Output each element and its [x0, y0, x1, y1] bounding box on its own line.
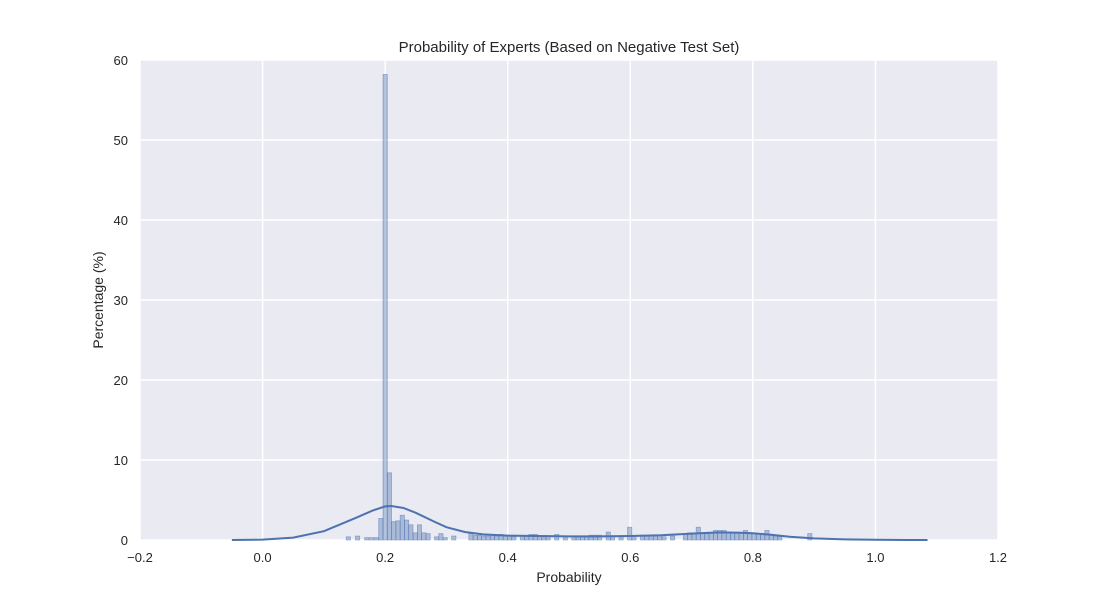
y-tick-label: 30	[114, 293, 128, 308]
histogram-bar	[378, 518, 384, 541]
y-tick-label: 20	[114, 373, 128, 388]
histogram-bar	[670, 535, 676, 541]
x-tick-label: −0.2	[127, 550, 153, 565]
histogram-bar	[364, 537, 370, 541]
histogram-bar	[416, 524, 422, 541]
y-axis-label: Percentage (%)	[90, 251, 106, 348]
x-tick-label: 0.8	[744, 550, 762, 565]
histogram-bar	[738, 532, 744, 541]
y-tick-label: 50	[114, 133, 128, 148]
x-tick-label: 1.2	[989, 550, 1007, 565]
grid-lines	[139, 59, 999, 541]
histogram-bar	[382, 74, 388, 541]
histogram-bar	[743, 530, 748, 541]
histogram-bar	[618, 536, 624, 541]
histogram-bar	[734, 532, 740, 541]
histogram-bar	[395, 520, 401, 541]
histogram-bar	[468, 533, 474, 541]
histogram-bar	[730, 532, 736, 541]
histogram-bar	[399, 514, 405, 541]
kde-curve	[231, 504, 928, 541]
histogram-bar	[345, 536, 351, 541]
histogram-bar	[661, 536, 667, 541]
x-axis-ticks: −0.2 0.0 0.2 0.4 0.6 0.8 1.0 1.2	[127, 550, 1007, 565]
histogram-bar	[725, 532, 731, 541]
x-tick-label: 0.0	[254, 550, 272, 565]
histogram-bar	[751, 533, 757, 541]
histogram-bar	[472, 534, 478, 541]
y-tick-label: 60	[114, 53, 128, 68]
histogram-bar	[541, 536, 547, 541]
x-tick-label: 1.0	[866, 550, 884, 565]
histogram-bar	[760, 534, 766, 541]
histogram-bar	[502, 535, 508, 541]
histogram-bar	[627, 526, 633, 541]
x-tick-label: 0.6	[621, 550, 639, 565]
y-tick-label: 10	[114, 453, 128, 468]
histogram-bar	[369, 537, 375, 541]
x-tick-label: 0.4	[499, 550, 517, 565]
histogram-bar	[708, 532, 714, 541]
histogram-bar	[481, 535, 487, 541]
histogram-bar	[434, 536, 440, 541]
histogram-bar	[773, 535, 779, 541]
histogram-bar	[777, 536, 783, 541]
histogram-bar	[412, 532, 418, 541]
histogram-bar	[355, 535, 361, 541]
y-tick-label: 0	[121, 533, 128, 548]
x-tick-label: 0.2	[376, 550, 394, 565]
histogram-bar	[597, 534, 603, 541]
histogram-bar	[404, 519, 410, 541]
histogram-bar	[477, 534, 483, 541]
histogram-bar	[438, 533, 444, 541]
histogram-bar	[374, 537, 380, 541]
histogram-bar	[408, 524, 414, 541]
histogram-bar	[704, 533, 710, 541]
histogram-bar	[807, 533, 813, 541]
chart-title: Probability of Experts (Based on Negativ…	[399, 39, 740, 56]
histogram-bar	[421, 532, 427, 541]
histogram-bar	[485, 535, 491, 541]
histogram-bar	[442, 537, 448, 541]
histogram-bar	[391, 521, 397, 541]
histogram-bar	[425, 533, 431, 541]
histogram-bar	[494, 535, 500, 541]
y-axis-ticks: 0 10 20 30 40 50 60	[114, 53, 128, 548]
x-axis-label: Probability	[536, 569, 601, 585]
y-tick-label: 40	[114, 213, 128, 228]
histogram-bar	[451, 535, 457, 541]
histogram-bar	[511, 536, 517, 541]
histogram-bar	[682, 534, 688, 541]
